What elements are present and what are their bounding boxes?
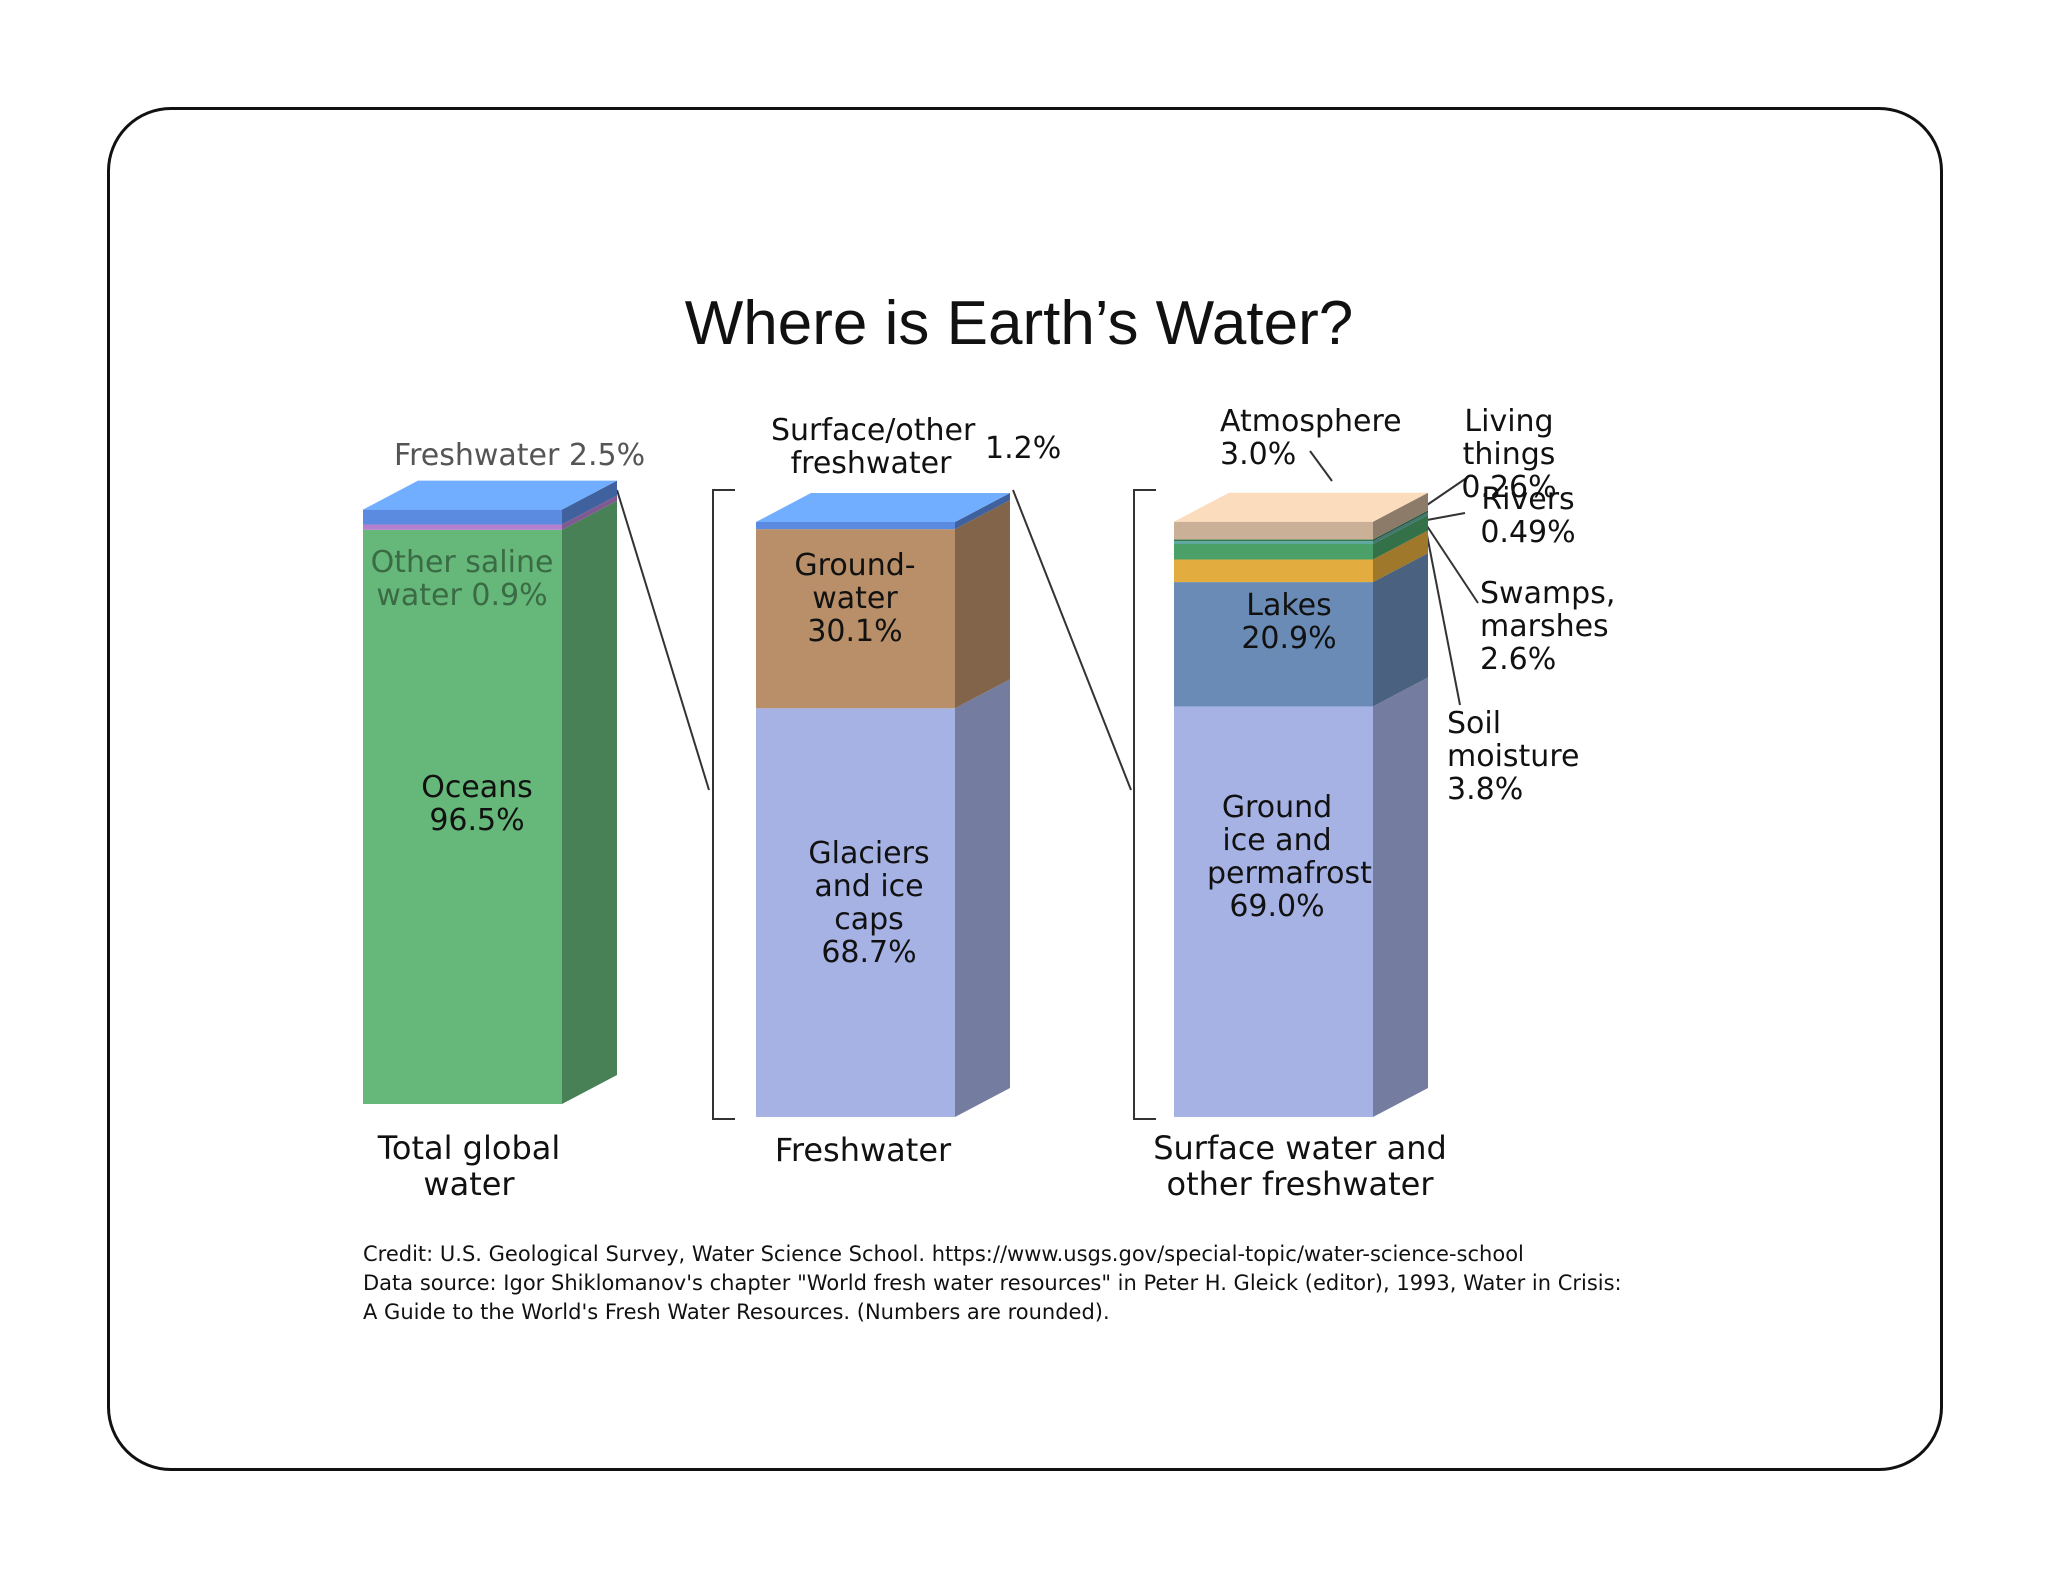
segment-value: 0.26% <box>1461 470 1557 505</box>
segment-name: Atmosphere <box>1220 404 1402 439</box>
slide-frame <box>107 107 1943 1471</box>
segment-value: 69.0% <box>1229 889 1325 924</box>
leader-line <box>1309 450 1333 482</box>
bracket <box>1133 489 1156 1120</box>
bar-segment-side <box>562 480 617 525</box>
connector-line <box>616 489 710 791</box>
leader-line <box>1426 476 1469 506</box>
bar-segment <box>1174 521 1373 540</box>
segment-label: Atmosphere 3.0% <box>1220 404 1402 472</box>
bar-segment-side <box>955 493 1010 530</box>
bar-segment <box>363 529 562 1104</box>
credit-note: A Guide to the World's Fresh Water Resou… <box>363 1300 1110 1324</box>
bar-segment <box>756 708 955 1117</box>
segment-label: Soil moisture 3.8% <box>1447 706 1580 807</box>
bar-segment-side <box>562 500 617 1104</box>
segment-value: 0.9% <box>471 578 548 613</box>
segment-value: 3.8% <box>1447 772 1524 807</box>
category-label: Total global water <box>377 1129 561 1203</box>
segment-value: 68.7% <box>821 935 917 970</box>
segment-label: Surface/other freshwater <box>771 414 975 480</box>
bar-segment-side <box>1373 515 1428 560</box>
bar-segment <box>1174 539 1373 542</box>
leader-line <box>1426 525 1479 604</box>
bar-segment <box>1174 559 1373 583</box>
credit-note: Data source: Igor Shiklomanov's chapter … <box>363 1271 1622 1295</box>
bar-segment-side <box>562 495 617 530</box>
segment-name: Surface/other freshwater <box>771 413 976 481</box>
segment-label: Oceans 96.5% <box>377 771 577 837</box>
segment-label: Other saline water 0.9% <box>367 546 557 612</box>
credit-note: Credit: U.S. Geological Survey, Water Sc… <box>363 1242 1524 1266</box>
bar-top <box>363 480 617 510</box>
leader-line <box>1426 534 1461 706</box>
connector-line <box>1012 489 1132 791</box>
bar-segment <box>756 529 955 709</box>
segment-name: Glaciers and ice caps <box>808 836 930 937</box>
segment-name: Other saline water <box>370 545 554 613</box>
bar-segment <box>1174 706 1373 1117</box>
segment-name: Lakes <box>1246 588 1332 623</box>
segment-name: Swamps, marshes <box>1480 576 1616 644</box>
segment-label: Freshwater 2.5% <box>394 439 654 472</box>
bar-segment-side <box>1373 512 1428 545</box>
bar-segment-side <box>955 500 1010 709</box>
segment-value: 3.0% <box>1220 437 1297 472</box>
segment-value: 0.49% <box>1480 515 1576 550</box>
segment-label: Swamps, marshes 2.6% <box>1480 577 1620 676</box>
segment-label: Glaciers and ice caps 68.7% <box>794 837 944 969</box>
segment-name: Ground-water <box>794 548 916 616</box>
leader-line <box>1426 512 1466 521</box>
segment-label: Rivers 0.49% <box>1468 483 1588 549</box>
bar-segment-side <box>1373 553 1428 707</box>
segment-label: Ground ice and permafrost 69.0% <box>1207 791 1372 924</box>
segment-name: Ground ice and permafrost <box>1207 790 1372 891</box>
segment-value: 2.5% <box>568 438 646 473</box>
bar-segment <box>363 509 562 525</box>
bar-segment-side <box>1373 492 1428 540</box>
chart-title: Where is Earth’s Water? <box>684 289 1354 358</box>
segment-name: Rivers <box>1481 482 1575 517</box>
bar-segment <box>1174 544 1373 560</box>
bar-top <box>756 493 1010 522</box>
connectors <box>528 450 1479 1120</box>
bar-segment <box>1174 541 1373 545</box>
category-label: Surface water and other freshwater <box>1153 1129 1447 1203</box>
bar-segment-side <box>955 679 1010 1117</box>
segment-value: 2.6% <box>1480 642 1557 677</box>
segment-name: Freshwater <box>394 438 560 473</box>
bar-segment-side <box>1373 510 1428 542</box>
bar-segment <box>1174 582 1373 707</box>
bar-segment-side <box>1373 677 1428 1117</box>
segment-label: Lakes 20.9% <box>1214 589 1364 655</box>
bar-top <box>1174 492 1428 522</box>
segment-label: Living things 0.26% <box>1424 405 1594 504</box>
bracket <box>712 489 735 1120</box>
segment-name: Oceans <box>421 770 533 805</box>
segment-value: 20.9% <box>1241 621 1337 656</box>
segment-value: 96.5% <box>429 803 525 838</box>
segment-name: Living things <box>1462 404 1556 472</box>
segment-name: Soil moisture <box>1447 706 1580 774</box>
bar-segment <box>363 524 562 530</box>
bar-segment-side <box>1373 530 1428 583</box>
segment-value: 1.2% <box>985 431 1062 466</box>
bar-segment <box>756 522 955 530</box>
category-label: Freshwater <box>774 1131 952 1169</box>
segment-label: Ground-water 30.1% <box>790 549 920 648</box>
segment-value: 30.1% <box>807 614 903 649</box>
